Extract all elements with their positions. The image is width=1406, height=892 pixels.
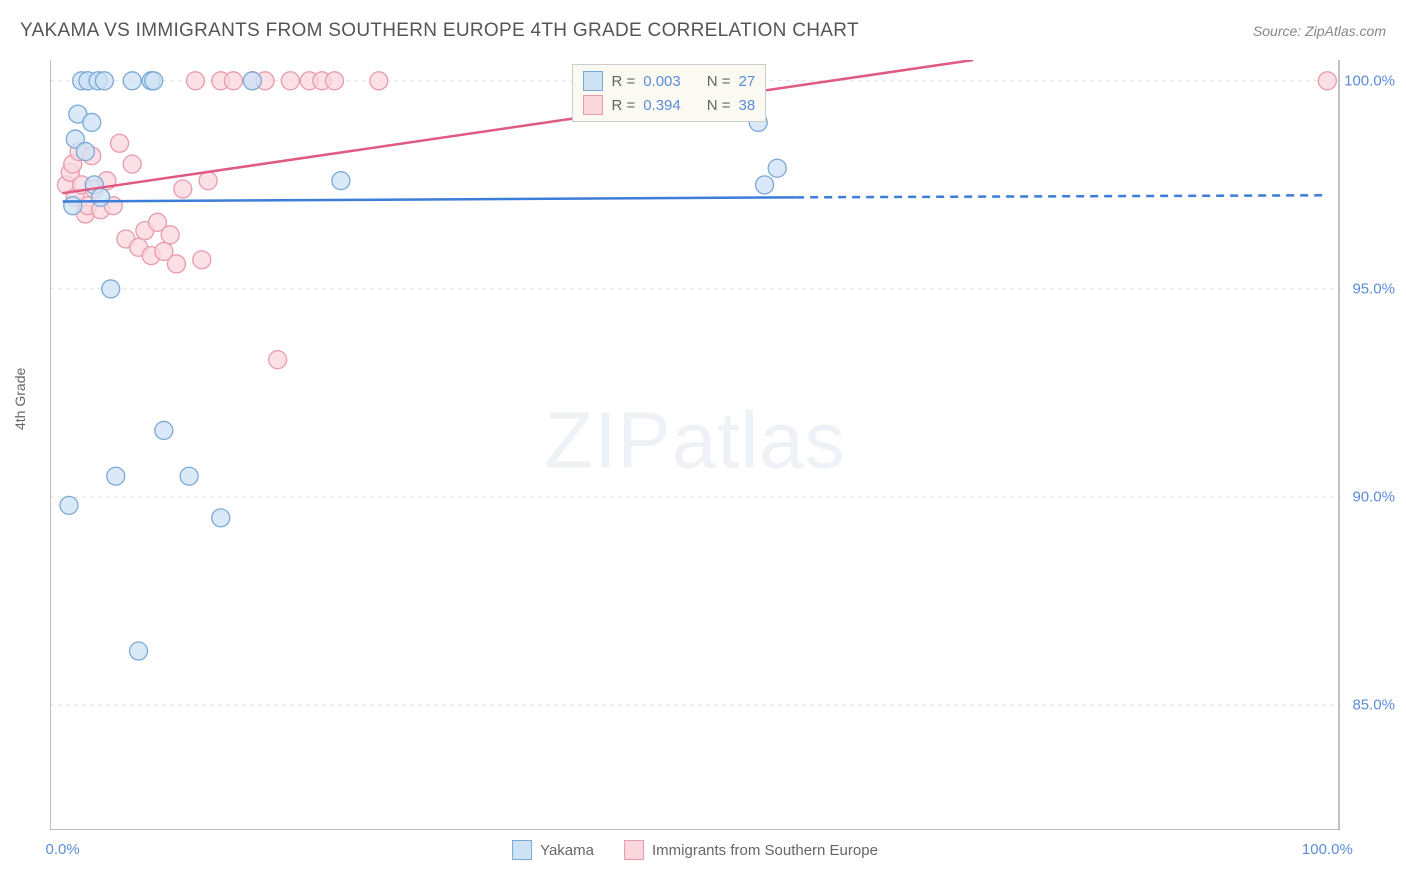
header-bar: YAKAMA VS IMMIGRANTS FROM SOUTHERN EUROP… xyxy=(20,20,1386,42)
r-value-a: 0.003 xyxy=(643,73,681,90)
n-value-a: 27 xyxy=(739,73,756,90)
swatch-b-icon xyxy=(624,840,644,860)
r-label-a: R = xyxy=(611,73,635,90)
correlation-legend: R = 0.003 N = 27 R = 0.394 N = 38 xyxy=(572,64,766,122)
n-label-b: N = xyxy=(707,97,731,114)
source-label: Source: ZipAtlas.com xyxy=(1253,23,1386,39)
legend-item-b: Immigrants from Southern Europe xyxy=(624,840,878,860)
series-legend: Yakama Immigrants from Southern Europe xyxy=(512,840,878,860)
legend-item-a: Yakama xyxy=(512,840,594,860)
n-label-a: N = xyxy=(707,73,731,90)
r-value-b: 0.394 xyxy=(643,97,681,114)
y-tick-label: 85.0% xyxy=(1352,697,1395,714)
x-tick-label: 100.0% xyxy=(1302,841,1353,858)
x-tick-label: 0.0% xyxy=(46,841,80,858)
y-tick-label: 95.0% xyxy=(1352,280,1395,297)
swatch-b xyxy=(583,95,603,115)
y-tick-label: 100.0% xyxy=(1344,72,1395,89)
series-b-name: Immigrants from Southern Europe xyxy=(652,842,878,859)
y-tick-label: 90.0% xyxy=(1352,489,1395,506)
chart-title: YAKAMA VS IMMIGRANTS FROM SOUTHERN EUROP… xyxy=(20,20,859,42)
swatch-a xyxy=(583,71,603,91)
scatter-chart xyxy=(50,60,1340,830)
plot-area: ZIPatlas R = 0.003 N = 27 R = 0.394 N = … xyxy=(50,60,1340,830)
y-axis-label: 4th Grade xyxy=(12,368,28,430)
n-value-b: 38 xyxy=(739,97,756,114)
legend-row-b: R = 0.394 N = 38 xyxy=(583,93,755,117)
legend-row-a: R = 0.003 N = 27 xyxy=(583,69,755,93)
r-label-b: R = xyxy=(611,97,635,114)
series-a-name: Yakama xyxy=(540,842,594,859)
swatch-a-icon xyxy=(512,840,532,860)
